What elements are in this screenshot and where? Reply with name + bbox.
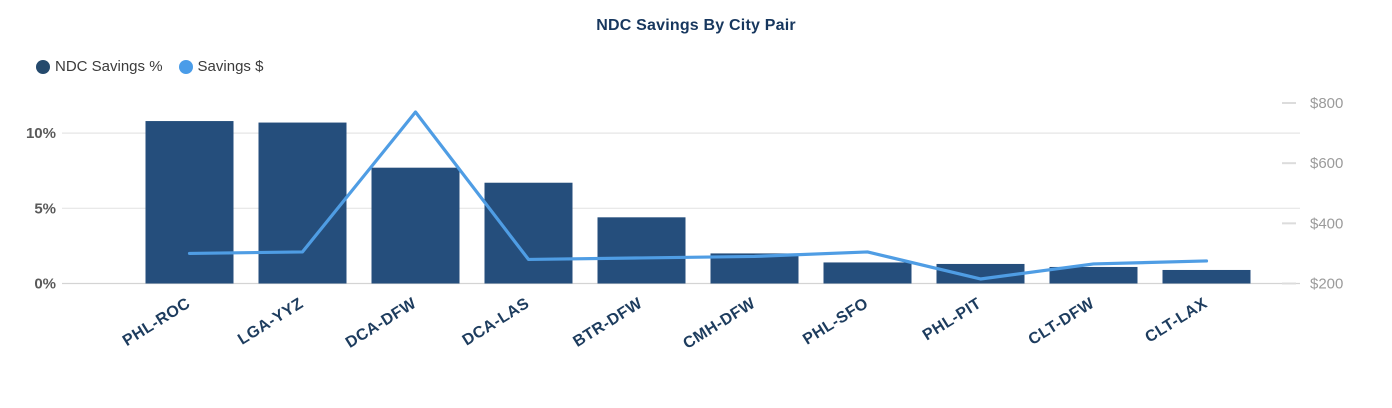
legend-label-savings-dollars: Savings $ <box>197 58 264 75</box>
chart-title: NDC Savings By City Pair <box>596 17 796 34</box>
x-axis-label-phl-pit: PHL-PIT <box>920 295 985 344</box>
legend-dot-ndc-savings-pct-icon <box>36 59 50 74</box>
bar-btr-dfw[interactable] <box>597 217 686 284</box>
x-axis-label-phl-roc: PHL-ROC <box>120 295 194 350</box>
savings-line[interactable] <box>187 110 1209 281</box>
x-axis-label-lga-yyz: LGA-YYZ <box>235 295 307 348</box>
x-axis-label-dca-dfw: DCA-DFW <box>343 295 420 352</box>
right-axis-tick-label: $800 <box>1310 95 1343 112</box>
x-axis-label-btr-dfw: BTR-DFW <box>570 295 646 351</box>
left-axis-tick-label: 5% <box>34 200 56 217</box>
x-axis-label-dca-las: DCA-LAS <box>460 295 533 349</box>
right-axis-tick-label: $600 <box>1310 155 1343 172</box>
legend-label-ndc-savings-pct: NDC Savings % <box>55 58 163 75</box>
bar-phl-pit[interactable] <box>936 263 1025 284</box>
bar-clt-lax[interactable] <box>1162 269 1251 284</box>
x-axis-label-clt-dfw: CLT-DFW <box>1026 295 1098 349</box>
legend-item-savings-dollars[interactable]: Savings $ <box>178 58 264 75</box>
legend-item-ndc-savings-pct[interactable]: NDC Savings % <box>36 58 163 75</box>
right-axis-tick-label: $400 <box>1310 215 1343 232</box>
bar-clt-dfw[interactable] <box>1049 266 1138 284</box>
x-axis-label-clt-lax: CLT-LAX <box>1142 295 1210 346</box>
x-axis-label-phl-sfo: PHL-SFO <box>800 295 872 348</box>
bar-phl-roc[interactable] <box>145 121 234 284</box>
right-axis-tick-label: $200 <box>1310 276 1343 293</box>
left-axis-tick-label: 10% <box>26 125 56 142</box>
bar-dca-las[interactable] <box>484 182 573 284</box>
bar-dca-dfw[interactable] <box>371 167 460 284</box>
bar-lga-yyz[interactable] <box>258 122 347 284</box>
x-axis-label-cmh-dfw: CMH-DFW <box>680 295 759 353</box>
legend: NDC Savings % Savings $ <box>36 58 263 75</box>
bar-phl-sfo[interactable] <box>823 262 912 284</box>
bar-cmh-dfw[interactable] <box>710 253 799 284</box>
legend-dot-savings-dollars-icon <box>178 59 193 74</box>
left-axis-tick-label: 0% <box>34 276 56 293</box>
